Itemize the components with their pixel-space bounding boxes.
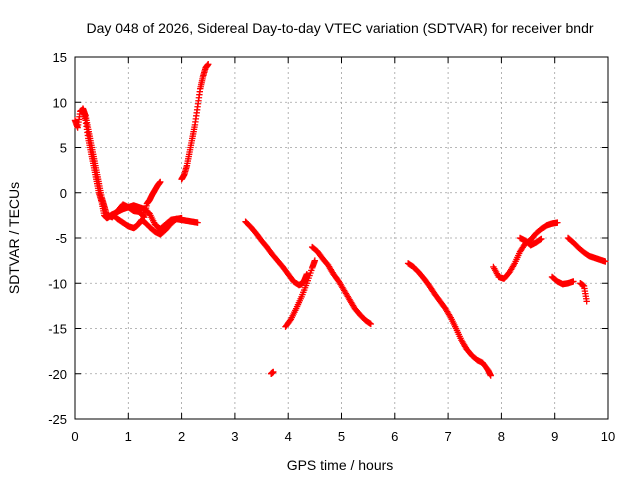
grid xyxy=(75,57,608,419)
data-point xyxy=(487,372,494,379)
x-tick-label: 4 xyxy=(285,429,292,444)
y-tick-label: -10 xyxy=(48,276,67,291)
y-tick-label: 10 xyxy=(53,95,67,110)
x-tick-label: 5 xyxy=(338,429,345,444)
data-point xyxy=(205,61,212,68)
x-tick-label: 10 xyxy=(601,429,615,444)
x-tick-label: 7 xyxy=(444,429,451,444)
x-tick-label: 6 xyxy=(391,429,398,444)
y-tick-label: 5 xyxy=(60,141,67,156)
y-tick-label: 15 xyxy=(53,50,67,65)
data-point xyxy=(570,278,577,285)
data-point xyxy=(538,235,545,243)
data-point xyxy=(157,178,164,186)
y-tick-label: -5 xyxy=(55,231,67,246)
data-point xyxy=(311,257,319,264)
x-tick-label: 8 xyxy=(498,429,505,444)
chart-title: Day 048 of 2026, Sidereal Day-to-day VTE… xyxy=(86,20,593,36)
y-axis-label: SDTVAR / TECUs xyxy=(6,182,22,294)
y-tick-label: -20 xyxy=(48,367,67,382)
y-tick-label: 0 xyxy=(60,186,67,201)
data-point xyxy=(178,214,185,222)
axis-ticks: 0 1 2 3 4 5 6 7 8 9 10 -25 -20 -15 -10 -5 0 5 10 15 xyxy=(48,50,615,444)
data-point xyxy=(194,219,201,226)
x-tick-label: 1 xyxy=(125,429,132,444)
x-tick-label: 0 xyxy=(71,429,78,444)
y-tick-label: -15 xyxy=(48,322,67,337)
x-tick-label: 9 xyxy=(551,429,558,444)
data-point xyxy=(367,320,375,328)
y-tick-label: -25 xyxy=(48,412,67,427)
data-point xyxy=(583,298,590,305)
data-point xyxy=(554,219,561,226)
x-tick-label: 2 xyxy=(178,429,185,444)
x-axis-label: GPS time / hours xyxy=(287,457,394,473)
data-point xyxy=(270,368,277,376)
x-tick-label: 3 xyxy=(231,429,238,444)
data-points xyxy=(71,61,609,379)
data-point xyxy=(602,258,609,265)
